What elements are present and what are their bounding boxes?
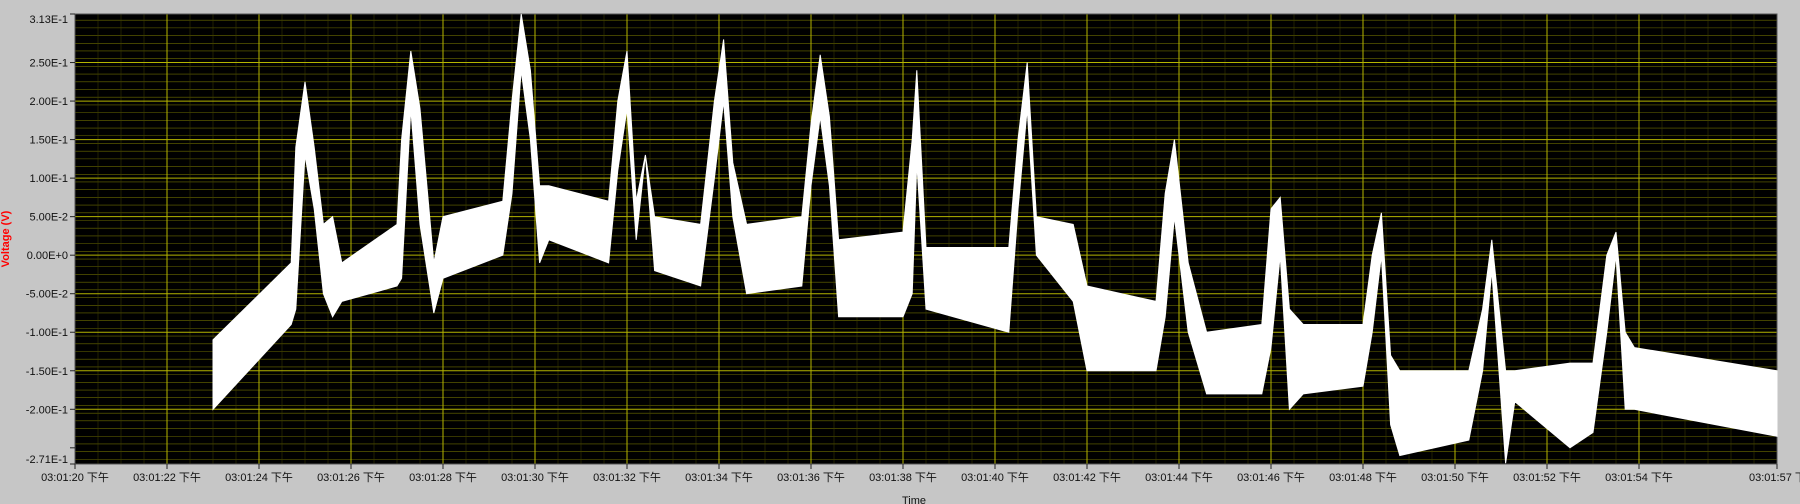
- voltage-trace: [212, 13, 1778, 464]
- y-tick-label: -1.50E-1: [26, 366, 68, 378]
- y-tick-label: 3.13E-1: [29, 14, 68, 26]
- y-axis: 3.13E-1 2.50E-1 2.00E-1 1.50E-1 1.00E-1 5.00E…: [26, 13, 75, 466]
- plot-area: [74, 13, 1778, 465]
- y-tick-label: -5.00E-2: [26, 289, 68, 301]
- x-tick-label: 03:01:54 下午: [1605, 471, 1673, 484]
- y-tick-label: 2.00E-1: [29, 96, 68, 108]
- x-tick-label: 03:01:32 下午: [593, 471, 661, 484]
- x-axis-title: Time: [902, 495, 926, 504]
- minor-grid: [75, 14, 1777, 464]
- y-tick-label: -2.71E-1: [26, 454, 68, 466]
- x-tick-label: 03:01:20 下午: [41, 471, 109, 484]
- y-tick-label: 2.50E-1: [29, 58, 68, 70]
- x-axis: 03:01:20 下午 03:01:22 下午 03:01:24 下午 03:01:2…: [41, 464, 1800, 484]
- x-tick-label: 03:01:30 下午: [501, 471, 569, 484]
- y-tick-label: 5.00E-2: [29, 212, 68, 224]
- x-tick-label: 03:01:42 下午: [1053, 471, 1121, 484]
- plot-border: [74, 13, 1778, 465]
- x-tick-label: 03:01:38 下午: [869, 471, 937, 484]
- y-tick-label: 0.00E+0: [27, 250, 68, 262]
- x-tick-label: 03:01:50 下午: [1421, 471, 1489, 484]
- y-tick-label: -2.00E-1: [26, 404, 68, 416]
- y-axis-title: Voltage (V): [0, 210, 12, 267]
- y-tick-label: 1.50E-1: [29, 135, 68, 147]
- x-tick-label: 03:01:44 下午: [1145, 471, 1213, 484]
- x-tick-label: 03:01:36 下午: [777, 471, 845, 484]
- x-tick-label: 03:01:28 下午: [409, 471, 477, 484]
- y-tick-label: 1.00E-1: [29, 173, 68, 185]
- x-tick-label: 03:01:40 下午: [961, 471, 1029, 484]
- x-tick-label: 03:01:48 下午: [1329, 471, 1397, 484]
- x-tick-label: 03:01:24 下午: [225, 471, 293, 484]
- x-tick-label: 03:01:46 下午: [1237, 471, 1305, 484]
- x-tick-label: 03:01:57 下午: [1749, 471, 1800, 484]
- x-tick-label: 03:01:52 下午: [1513, 471, 1581, 484]
- y-tick-label: -1.00E-1: [26, 327, 68, 339]
- x-tick-label: 03:01:26 下午: [317, 471, 385, 484]
- x-tick-label: 03:01:34 下午: [685, 471, 753, 484]
- x-tick-label: 03:01:22 下午: [133, 471, 201, 484]
